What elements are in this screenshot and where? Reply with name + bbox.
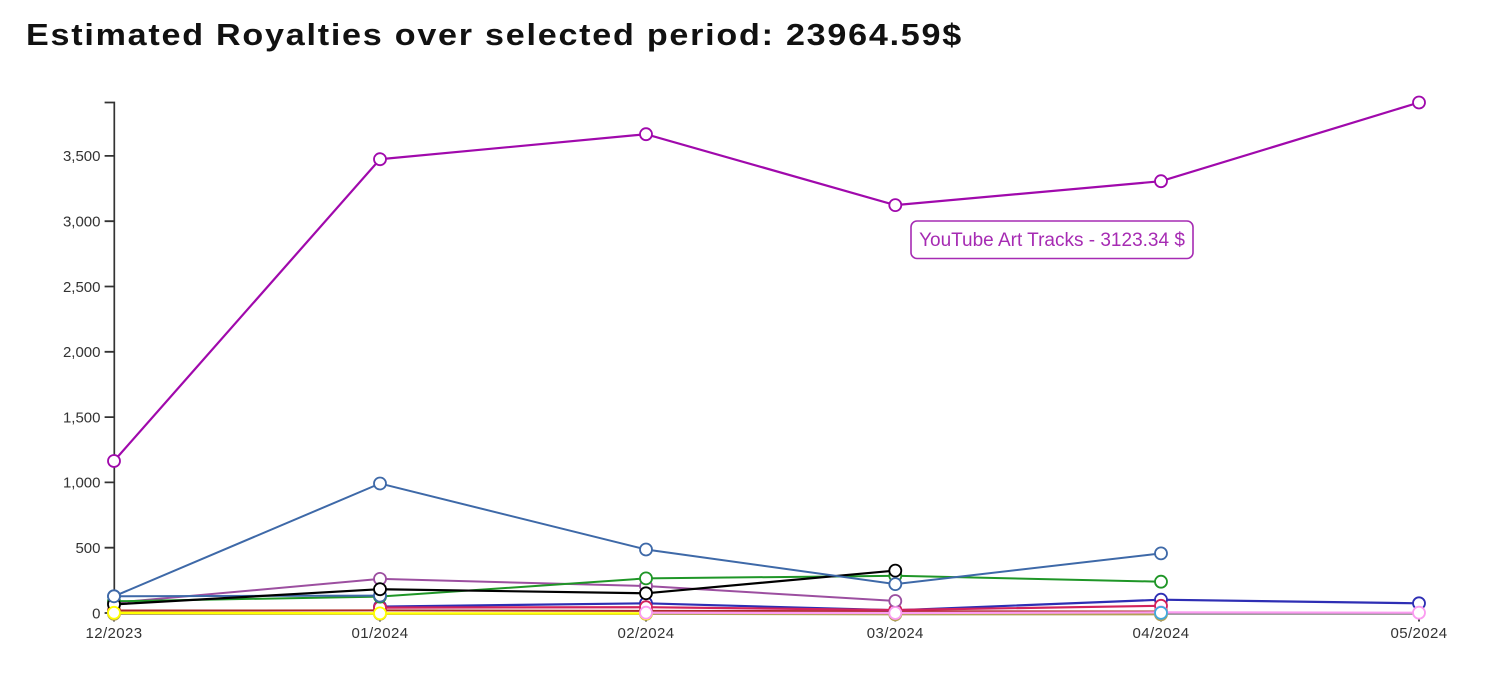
- svg-text:3,000: 3,000: [63, 214, 101, 231]
- svg-text:YouTube Art Tracks - 3123.34 $: YouTube Art Tracks - 3123.34 $: [919, 230, 1185, 251]
- svg-text:03/2024: 03/2024: [867, 625, 924, 642]
- svg-text:0: 0: [92, 605, 100, 622]
- svg-text:02/2024: 02/2024: [617, 625, 674, 642]
- svg-text:2,500: 2,500: [63, 279, 101, 296]
- svg-text:1,000: 1,000: [63, 475, 101, 492]
- svg-text:12/2023: 12/2023: [85, 625, 142, 642]
- svg-text:3,500: 3,500: [63, 148, 101, 165]
- svg-text:01/2024: 01/2024: [351, 625, 408, 642]
- svg-text:2,000: 2,000: [63, 344, 101, 361]
- svg-text:05/2024: 05/2024: [1390, 625, 1447, 642]
- svg-text:1,500: 1,500: [63, 409, 101, 426]
- svg-text:04/2024: 04/2024: [1132, 625, 1189, 642]
- svg-text:500: 500: [75, 540, 100, 557]
